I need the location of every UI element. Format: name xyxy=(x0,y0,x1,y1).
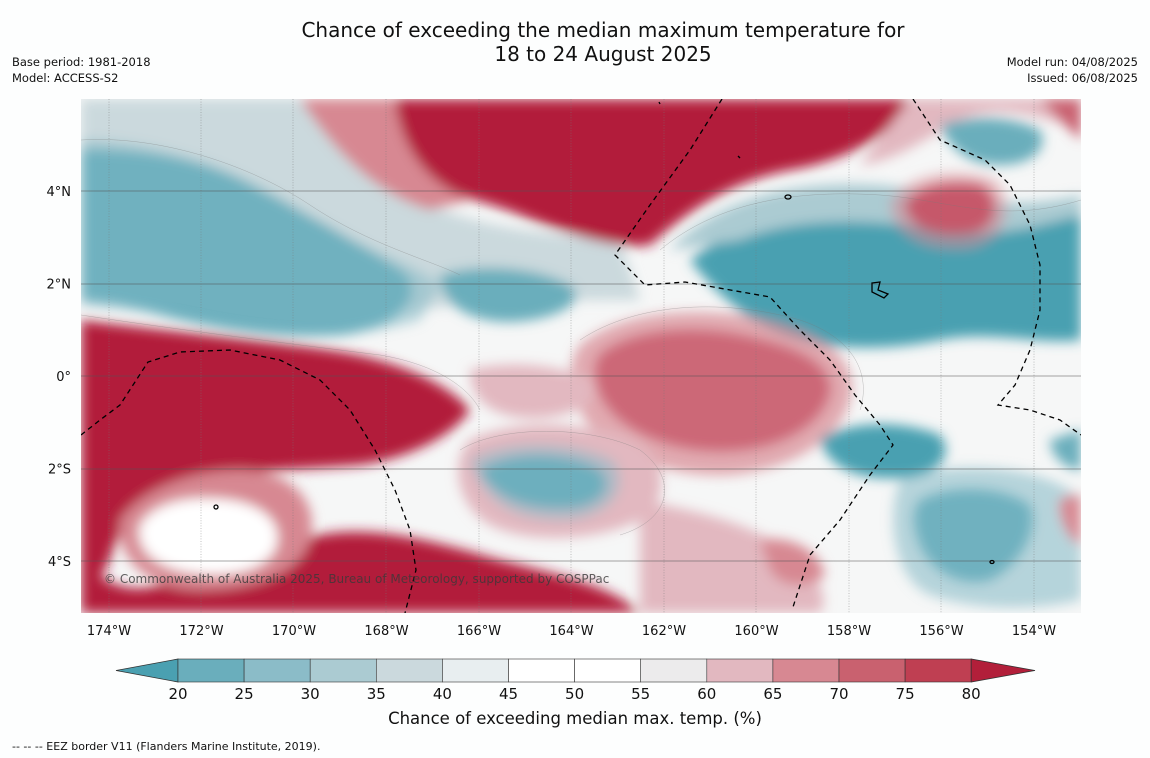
colorbar-segment xyxy=(442,658,509,683)
eez-borders xyxy=(81,99,1081,613)
map-field xyxy=(81,99,1081,613)
colorbar-tick-label: 70 xyxy=(829,685,848,703)
copyright-credit: © Commonwealth of Australia 2025, Bureau… xyxy=(104,572,610,586)
lat-tick-label: 2°N xyxy=(47,278,72,293)
lon-tick-label: 154°W xyxy=(1012,624,1056,639)
lat-tick-label: 0° xyxy=(56,370,71,385)
islands xyxy=(213,101,995,565)
colorbar-tick-label: 75 xyxy=(896,685,915,703)
colorbar-tick-label: 50 xyxy=(565,685,584,703)
longitude-labels: 174°W 172°W 170°W 168°W 166°W 164°W 162°W 160°W… xyxy=(87,624,1056,639)
lon-tick-label: 170°W xyxy=(272,624,316,639)
lon-tick-label: 164°W xyxy=(549,624,593,639)
colorbar-tick-label: 45 xyxy=(499,685,518,703)
lon-tick-label: 162°W xyxy=(642,624,686,639)
title-line-1: Chance of exceeding the median maximum t… xyxy=(301,18,905,42)
colorbar-tick-label: 20 xyxy=(168,685,187,703)
lat-tick-label: 2°S xyxy=(48,463,71,478)
meta-left: Base period: 1981-2018 Model: ACCESS-S2 xyxy=(12,54,151,86)
chart-title: Chance of exceeding the median maximum t… xyxy=(0,18,1150,66)
colorbar-extend-low xyxy=(115,658,179,683)
model-run-text: Model run: 04/08/2025 xyxy=(1006,55,1138,69)
model-text: Model: ACCESS-S2 xyxy=(12,71,119,85)
colorbar-tick-label: 35 xyxy=(367,685,386,703)
colorbar xyxy=(115,658,1036,683)
lon-tick-label: 156°W xyxy=(919,624,963,639)
colorbar-label: Chance of exceeding median max. temp. (%… xyxy=(388,709,762,728)
lon-tick-label: 168°W xyxy=(364,624,408,639)
latitude-labels: 4°N 2°N 0° 2°S 4°S xyxy=(47,185,72,570)
colorbar-segment xyxy=(243,658,311,683)
colorbar-segment xyxy=(375,658,443,683)
colorbar-ticks: 20 25 30 35 40 45 50 55 60 65 70 75 80 xyxy=(168,685,980,703)
lon-tick-label: 166°W xyxy=(457,624,501,639)
colorbar-tick-label: 80 xyxy=(962,685,981,703)
colorbar-segment xyxy=(508,658,575,683)
colorbar-extend-high xyxy=(970,658,1036,683)
title-line-2: 18 to 24 August 2025 xyxy=(494,42,712,66)
issued-text: Issued: 06/08/2025 xyxy=(1027,71,1138,85)
colorbar-tick-label: 25 xyxy=(235,685,254,703)
colorbar-segment xyxy=(838,658,906,683)
lon-tick-label: 158°W xyxy=(827,624,871,639)
lat-tick-label: 4°S xyxy=(48,555,71,570)
colorbar-segment xyxy=(772,658,840,683)
meta-right: Model run: 04/08/2025 Issued: 06/08/2025 xyxy=(1007,54,1138,86)
colorbar-segment xyxy=(904,658,972,683)
colorbar-tick-label: 40 xyxy=(433,685,452,703)
colorbar-tick-label: 65 xyxy=(763,685,782,703)
colorbar-tick-label: 60 xyxy=(697,685,716,703)
colorbar-segment xyxy=(177,658,245,683)
colorbar-segment xyxy=(309,658,377,683)
lon-tick-label: 174°W xyxy=(87,624,131,639)
colorbar-segment xyxy=(574,658,641,683)
colorbar-tick-label: 30 xyxy=(301,685,320,703)
colorbar-segment xyxy=(706,658,774,683)
lon-tick-label: 160°W xyxy=(734,624,778,639)
colorbar-tick-label: 55 xyxy=(631,685,650,703)
eez-legend-note: -- -- -- EEZ border V11 (Flanders Marine… xyxy=(12,740,321,753)
base-period-text: Base period: 1981-2018 xyxy=(12,55,151,69)
colorbar-segment xyxy=(640,658,708,683)
lon-tick-label: 172°W xyxy=(179,624,223,639)
lat-tick-label: 4°N xyxy=(47,185,72,200)
